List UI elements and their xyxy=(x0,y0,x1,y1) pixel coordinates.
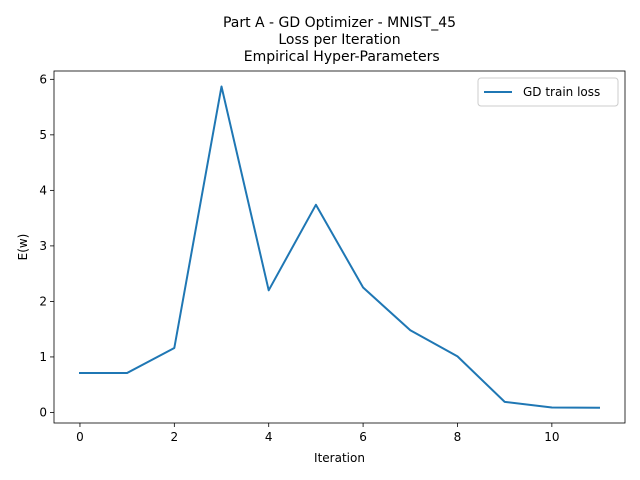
chart-title-line: Loss per Iteration xyxy=(278,32,400,48)
x-tick-label: 10 xyxy=(544,430,559,444)
y-tick-label: 1 xyxy=(39,350,47,364)
y-tick-label: 0 xyxy=(39,405,47,419)
y-axis-label: E(w) xyxy=(16,234,30,261)
chart-title-line: Part A - GD Optimizer - MNIST_45 xyxy=(223,15,456,31)
y-tick-label: 5 xyxy=(39,128,47,142)
x-axis: 0 2 4 6 8 10 xyxy=(76,423,559,444)
x-tick-label: 8 xyxy=(454,430,462,444)
legend-box xyxy=(477,77,619,107)
y-tick-label: 3 xyxy=(39,239,47,253)
y-tick-label: 2 xyxy=(39,294,47,308)
legend-label: GD train loss xyxy=(523,85,600,99)
series-line xyxy=(79,85,601,409)
plot-frame xyxy=(53,70,626,424)
legend: GD train loss xyxy=(477,77,619,107)
x-tick-label: 0 xyxy=(76,430,84,444)
series-group xyxy=(79,85,601,409)
chart-title-line: Empirical Hyper-Parameters xyxy=(239,49,439,65)
x-tick-label: 2 xyxy=(171,430,179,444)
y-tick-label: 6 xyxy=(39,72,47,86)
x-tick-label: 4 xyxy=(265,430,273,444)
y-tick-label: 4 xyxy=(39,183,47,197)
x-tick-label: 6 xyxy=(359,430,367,444)
x-axis-label: Iteration xyxy=(314,451,365,465)
y-axis: 0 1 2 3 4 5 6 xyxy=(39,72,54,419)
